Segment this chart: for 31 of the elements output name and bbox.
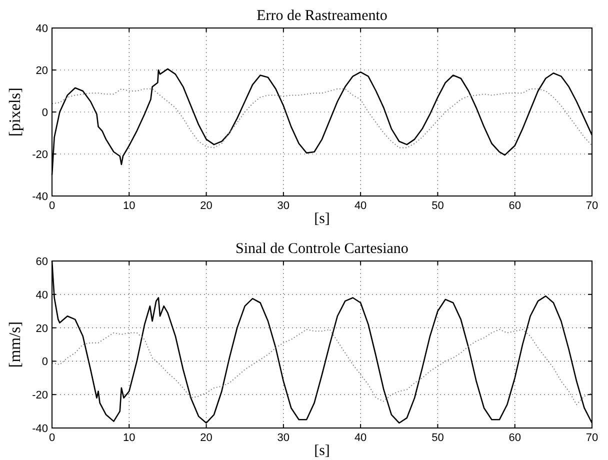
y-tick-label: -20: [32, 390, 48, 402]
x-tick-label: 70: [586, 432, 598, 444]
chart-title: Erro de Rastreamento: [256, 8, 388, 24]
y-tick-label: -20: [32, 149, 48, 161]
x-axis-title: [s]: [314, 211, 330, 227]
x-tick-label: 50: [432, 432, 444, 444]
x-axis-title: [s]: [314, 443, 330, 459]
y-tick-label: 40: [36, 23, 48, 35]
x-tick-label: 30: [277, 432, 290, 444]
y-tick-label: 40: [36, 289, 48, 302]
x-tick-label: 40: [354, 432, 367, 444]
y-axis-title: [mm/s]: [7, 321, 24, 368]
x-tick-label: 70: [586, 200, 598, 212]
x-tick-label: 30: [277, 200, 290, 212]
y-tick-label: 20: [36, 65, 48, 77]
chart-title: Sinal de Controle Cartesiano: [236, 241, 408, 257]
x-tick-label: 60: [508, 200, 521, 212]
x-tick-label: 10: [123, 200, 136, 212]
y-tick-label: 0: [42, 356, 48, 368]
y-tick-label: -40: [32, 423, 48, 435]
y-tick-label: 60: [36, 256, 48, 268]
x-tick-label: 40: [354, 200, 367, 212]
y-axis-title: [pixels]: [7, 88, 24, 136]
y-tick-label: 0: [42, 107, 48, 119]
x-tick-label: 50: [432, 200, 444, 212]
y-tick-label: 20: [36, 322, 48, 335]
x-tick-label: 60: [508, 432, 521, 444]
x-tick-label: 20: [200, 200, 212, 212]
x-tick-label: 20: [200, 432, 212, 444]
x-tick-label: 10: [123, 432, 136, 444]
y-tick-label: -40: [32, 191, 48, 203]
